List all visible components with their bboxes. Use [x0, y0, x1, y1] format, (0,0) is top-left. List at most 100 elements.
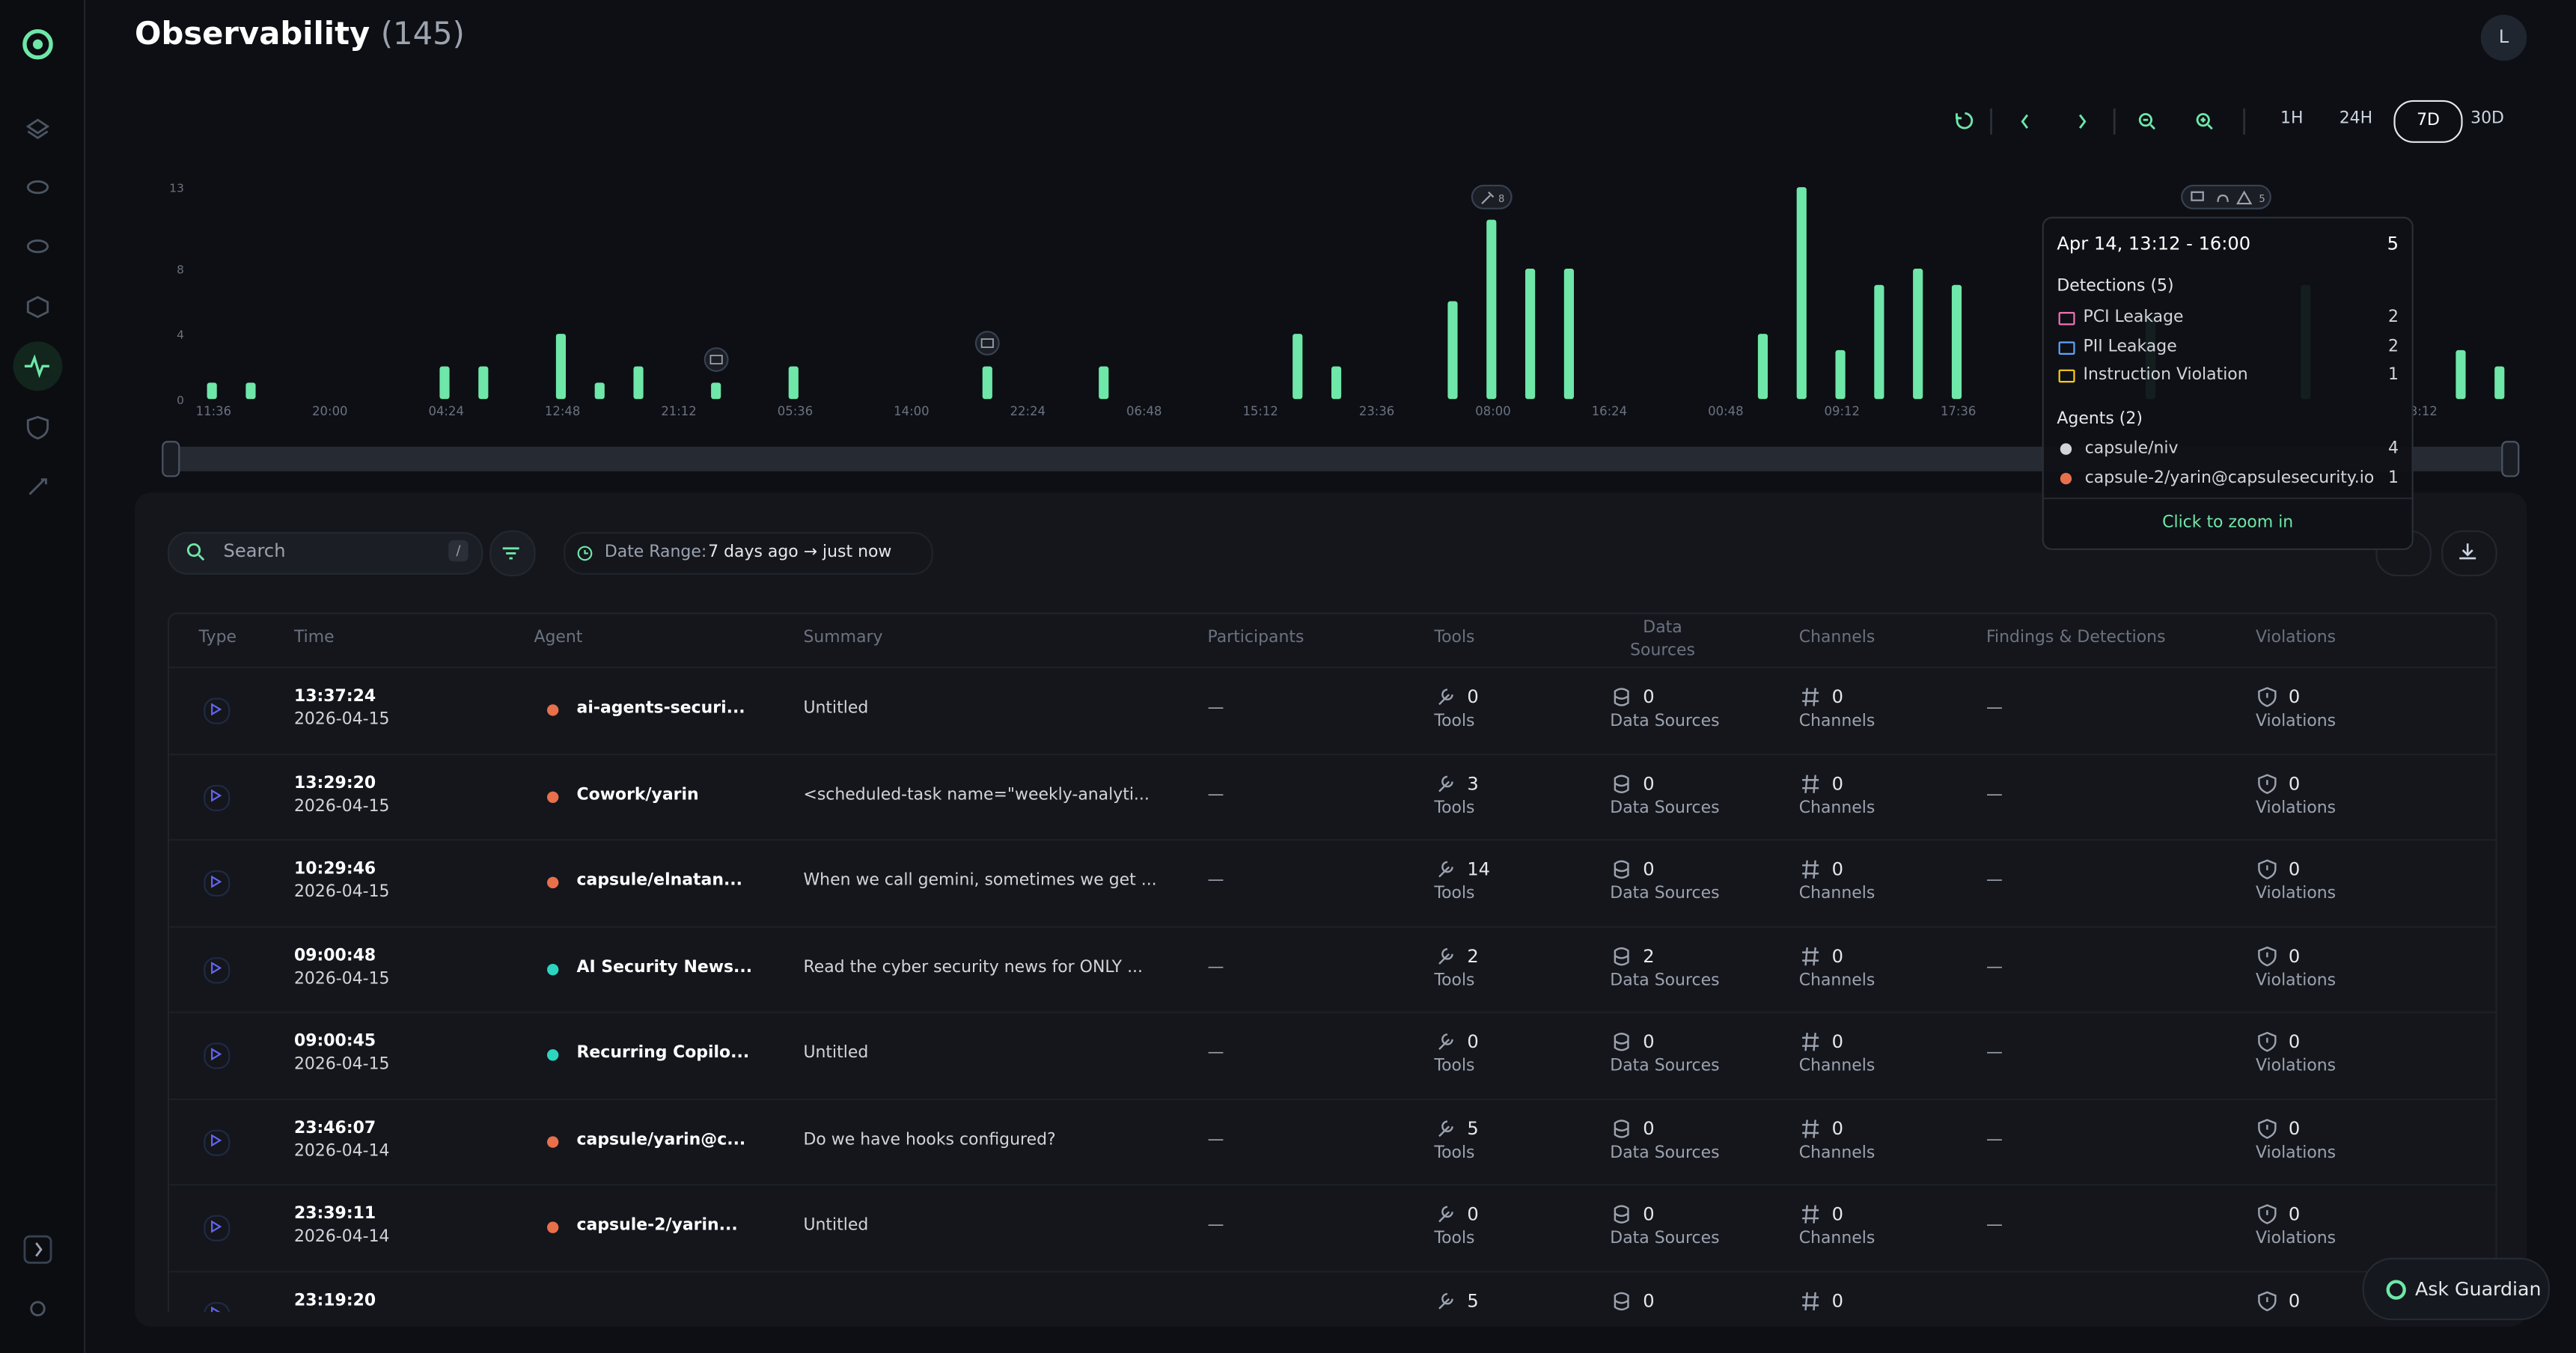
- settings-icon[interactable]: [30, 1301, 46, 1316]
- zoom-in-glyph: [2200, 117, 2213, 130]
- tooltip[interactable]: Apr 14, 13:12 - 16:00 5 Detections (5) PCI …: [2042, 216, 2414, 551]
- agent[interactable]: capsule/elnatan...: [576, 872, 742, 891]
- tools-count: 14: [1467, 858, 1491, 881]
- clock-icon: [577, 546, 593, 561]
- violations-icon: [2258, 1031, 2277, 1052]
- agent-icon: [547, 876, 559, 889]
- slider-handle[interactable]: [2501, 441, 2520, 477]
- play-button[interactable]: [204, 784, 231, 810]
- play-icon: [211, 1134, 222, 1147]
- nav-icon[interactable]: [26, 239, 49, 254]
- agent-count: 1: [2387, 469, 2399, 488]
- table-row[interactable]: [169, 1097, 2496, 1185]
- channels-icon: [1802, 688, 1819, 706]
- expand-button[interactable]: [23, 1235, 52, 1264]
- bar: [711, 382, 721, 400]
- nav-icon[interactable]: [26, 415, 49, 440]
- agent[interactable]: AI Security News...: [576, 958, 753, 977]
- range-slider[interactable]: [171, 446, 2511, 471]
- play-icon: [211, 875, 222, 888]
- zoom-link[interactable]: Click to zoom in: [2162, 513, 2294, 532]
- icon-path: [1614, 1205, 1629, 1224]
- agent[interactable]: Cowork/yarin: [576, 785, 699, 804]
- column-header: Type: [198, 629, 237, 647]
- nav-icon[interactable]: [26, 180, 49, 195]
- data_sources-icon: [1614, 946, 1629, 965]
- bar: [2456, 349, 2466, 400]
- annotation-icon: [2191, 190, 2253, 205]
- play-button[interactable]: [204, 1128, 231, 1155]
- x-tick-label: 23:36: [1359, 404, 1394, 418]
- download-icon: [2459, 543, 2476, 560]
- column-header: Time: [293, 629, 335, 647]
- tools-count: 0: [1467, 1030, 1479, 1053]
- table: Type Time Agent Summary Participants Tools Dat…: [167, 612, 2497, 1313]
- bar: [1331, 366, 1342, 400]
- nav-icon[interactable]: [28, 478, 47, 495]
- nav-icon[interactable]: [25, 118, 50, 140]
- agent-icon: [547, 1221, 559, 1233]
- violations-count: 0: [2288, 1203, 2301, 1225]
- agent[interactable]: ai-agents-securi...: [576, 699, 745, 718]
- play-glyph: [211, 789, 222, 802]
- nav-icon-active[interactable]: [24, 354, 49, 379]
- zoom-out-button[interactable]: [2138, 113, 2153, 127]
- tools-count: 2: [1467, 944, 1479, 967]
- prev-button[interactable]: [2021, 114, 2029, 129]
- x-tick-label: 11:36: [196, 404, 231, 418]
- violations-icon: [2258, 1290, 2277, 1311]
- table-row[interactable]: [169, 1184, 2496, 1271]
- findings: —: [1986, 785, 2003, 804]
- tooltip-total: 5: [2387, 233, 2399, 255]
- icon-path: [1614, 688, 1629, 706]
- play-button[interactable]: [204, 1042, 231, 1069]
- search-box[interactable]: [167, 531, 483, 575]
- table-row[interactable]: [169, 839, 2496, 926]
- findings: —: [1986, 872, 2003, 891]
- range-button[interactable]: 30D: [2470, 110, 2504, 129]
- summary: Untitled: [803, 1044, 869, 1063]
- download-button[interactable]: [2441, 530, 2497, 577]
- zoom-in-button[interactable]: [2196, 113, 2210, 127]
- agent[interactable]: capsule-2/yarin...: [576, 1216, 738, 1236]
- annotation-icon: [980, 338, 994, 348]
- table-row[interactable]: [169, 1270, 2496, 1312]
- channels-icon: [1802, 1205, 1819, 1224]
- table-row[interactable]: [169, 925, 2496, 1012]
- table-row[interactable]: [169, 1011, 2496, 1099]
- refresh-button[interactable]: [1956, 112, 1974, 129]
- bar: [1525, 269, 1536, 400]
- bar: [2494, 366, 2505, 400]
- data_sources-count: 0: [1643, 1289, 1655, 1312]
- play-button[interactable]: [204, 1215, 231, 1241]
- x-tick-label: 05:36: [778, 404, 813, 418]
- detection-name: PII Leakage: [2083, 337, 2177, 356]
- x-tick-label: 04:24: [428, 404, 463, 418]
- play-button[interactable]: [204, 870, 231, 897]
- next-button[interactable]: [2078, 114, 2087, 129]
- avatar[interactable]: L: [2480, 14, 2527, 61]
- ask-guardian-button[interactable]: Ask Guardian: [2362, 1257, 2550, 1321]
- range-button[interactable]: 24H: [2339, 110, 2373, 129]
- search-placeholder: Search: [223, 540, 286, 562]
- range-button[interactable]: 7D: [2393, 100, 2463, 143]
- detection-count: 2: [2387, 337, 2399, 356]
- range-button[interactable]: 1H: [2280, 110, 2304, 129]
- date-range[interactable]: Date Range: 7 days ago → just now: [563, 531, 933, 575]
- tools-unit: Tools: [1434, 885, 1475, 903]
- agent[interactable]: Recurring Copilo...: [576, 1044, 750, 1063]
- bar: [594, 382, 605, 400]
- table-row[interactable]: [169, 666, 2496, 754]
- nav-icon[interactable]: [26, 296, 49, 319]
- play-button[interactable]: [204, 956, 231, 983]
- tools-count: 0: [1467, 1203, 1479, 1225]
- date: 2026-04-15: [293, 1055, 390, 1075]
- table-row[interactable]: [169, 753, 2496, 840]
- agent-count: 4: [2387, 440, 2399, 459]
- slider-handle[interactable]: [162, 441, 180, 477]
- play-button[interactable]: [204, 697, 231, 724]
- agent[interactable]: capsule/yarin@c...: [576, 1130, 746, 1149]
- channels-count: 0: [1831, 944, 1844, 967]
- bar: [788, 366, 799, 400]
